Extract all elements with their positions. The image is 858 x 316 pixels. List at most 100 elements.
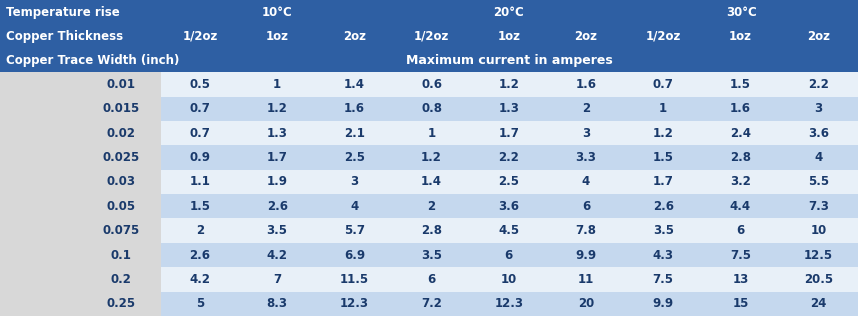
Text: 3: 3 xyxy=(582,127,590,140)
Bar xyxy=(0,24,858,48)
Text: 0.1: 0.1 xyxy=(111,249,131,262)
Bar xyxy=(0,170,161,194)
Text: 2.5: 2.5 xyxy=(344,151,365,164)
Text: 4.2: 4.2 xyxy=(267,249,287,262)
Text: 5.5: 5.5 xyxy=(808,175,829,188)
Text: Maximum current in amperes: Maximum current in amperes xyxy=(407,54,613,67)
Text: 12.5: 12.5 xyxy=(804,249,833,262)
Bar xyxy=(0,218,161,243)
Text: 1: 1 xyxy=(659,102,668,115)
Text: 2.2: 2.2 xyxy=(498,151,519,164)
Bar xyxy=(161,170,858,194)
Text: 8.3: 8.3 xyxy=(267,297,287,310)
Text: 4: 4 xyxy=(582,175,590,188)
Text: 2.4: 2.4 xyxy=(730,127,751,140)
Text: 2.8: 2.8 xyxy=(421,224,442,237)
Bar xyxy=(161,243,858,267)
Text: Temperature rise: Temperature rise xyxy=(6,6,120,19)
Text: 11: 11 xyxy=(578,273,594,286)
Bar xyxy=(0,72,161,97)
Bar xyxy=(161,121,858,145)
Text: 4.2: 4.2 xyxy=(190,273,210,286)
Text: 1oz: 1oz xyxy=(498,30,520,43)
Text: 2oz: 2oz xyxy=(343,30,366,43)
Text: 0.015: 0.015 xyxy=(102,102,140,115)
Text: 1.2: 1.2 xyxy=(498,78,519,91)
Text: 7.5: 7.5 xyxy=(653,273,674,286)
Text: 0.5: 0.5 xyxy=(190,78,210,91)
Bar xyxy=(0,267,161,292)
Text: 4.3: 4.3 xyxy=(653,249,674,262)
Text: 9.9: 9.9 xyxy=(576,249,596,262)
Text: 1.6: 1.6 xyxy=(730,102,751,115)
Text: 10°C: 10°C xyxy=(262,6,293,19)
Text: 20.5: 20.5 xyxy=(804,273,833,286)
Text: 1.7: 1.7 xyxy=(498,127,519,140)
Text: 4.4: 4.4 xyxy=(730,200,751,213)
Text: 1.3: 1.3 xyxy=(267,127,287,140)
Text: 6: 6 xyxy=(736,224,745,237)
Text: 12.3: 12.3 xyxy=(340,297,369,310)
Text: 1/2oz: 1/2oz xyxy=(645,30,681,43)
Text: 20: 20 xyxy=(578,297,594,310)
Text: 0.8: 0.8 xyxy=(421,102,442,115)
Text: 5.7: 5.7 xyxy=(344,224,365,237)
Text: 1.1: 1.1 xyxy=(190,175,210,188)
Text: 0.7: 0.7 xyxy=(653,78,674,91)
Text: 0.025: 0.025 xyxy=(102,151,140,164)
Text: 7.8: 7.8 xyxy=(576,224,596,237)
Text: 1.2: 1.2 xyxy=(653,127,674,140)
Text: 2oz: 2oz xyxy=(807,30,830,43)
Text: 3.3: 3.3 xyxy=(576,151,596,164)
Text: 0.7: 0.7 xyxy=(190,127,210,140)
Text: 24: 24 xyxy=(810,297,827,310)
Text: 2.8: 2.8 xyxy=(730,151,751,164)
Text: 13: 13 xyxy=(733,273,748,286)
Text: 3.5: 3.5 xyxy=(421,249,442,262)
Text: 9.9: 9.9 xyxy=(653,297,674,310)
Text: 2.5: 2.5 xyxy=(498,175,519,188)
Bar xyxy=(0,194,161,218)
Bar xyxy=(161,194,858,218)
Text: 3.6: 3.6 xyxy=(808,127,829,140)
Text: 1oz: 1oz xyxy=(729,30,752,43)
Text: 1.5: 1.5 xyxy=(653,151,674,164)
Text: 1.2: 1.2 xyxy=(421,151,442,164)
Text: 3.6: 3.6 xyxy=(498,200,519,213)
Text: 1.9: 1.9 xyxy=(267,175,287,188)
Text: 2.6: 2.6 xyxy=(653,200,674,213)
Bar xyxy=(161,267,858,292)
Bar xyxy=(161,72,858,97)
Bar xyxy=(161,145,858,170)
Text: 30°C: 30°C xyxy=(726,6,757,19)
Text: 1: 1 xyxy=(273,78,281,91)
Text: 2oz: 2oz xyxy=(575,30,597,43)
Bar xyxy=(161,97,858,121)
Text: 0.2: 0.2 xyxy=(111,273,131,286)
Text: 3.5: 3.5 xyxy=(267,224,287,237)
Text: 2.1: 2.1 xyxy=(344,127,365,140)
Text: 0.02: 0.02 xyxy=(106,127,136,140)
Text: 7.2: 7.2 xyxy=(421,297,442,310)
Text: 7: 7 xyxy=(273,273,281,286)
Text: 0.7: 0.7 xyxy=(190,102,210,115)
Bar xyxy=(0,292,161,316)
Text: 2.6: 2.6 xyxy=(190,249,210,262)
Text: 1.2: 1.2 xyxy=(267,102,287,115)
Text: 2: 2 xyxy=(196,224,204,237)
Text: 4: 4 xyxy=(814,151,823,164)
Text: 0.25: 0.25 xyxy=(106,297,136,310)
Text: 11.5: 11.5 xyxy=(340,273,369,286)
Text: 4.5: 4.5 xyxy=(498,224,519,237)
Text: 2: 2 xyxy=(582,102,590,115)
Text: 6: 6 xyxy=(582,200,590,213)
Text: 3: 3 xyxy=(350,175,359,188)
Text: 3.5: 3.5 xyxy=(653,224,674,237)
Text: 0.9: 0.9 xyxy=(190,151,210,164)
Text: 0.6: 0.6 xyxy=(421,78,442,91)
Text: 1.5: 1.5 xyxy=(190,200,210,213)
Text: 4: 4 xyxy=(350,200,359,213)
Text: 15: 15 xyxy=(732,297,749,310)
Text: Copper Thickness: Copper Thickness xyxy=(6,30,124,43)
Text: 7.5: 7.5 xyxy=(730,249,751,262)
